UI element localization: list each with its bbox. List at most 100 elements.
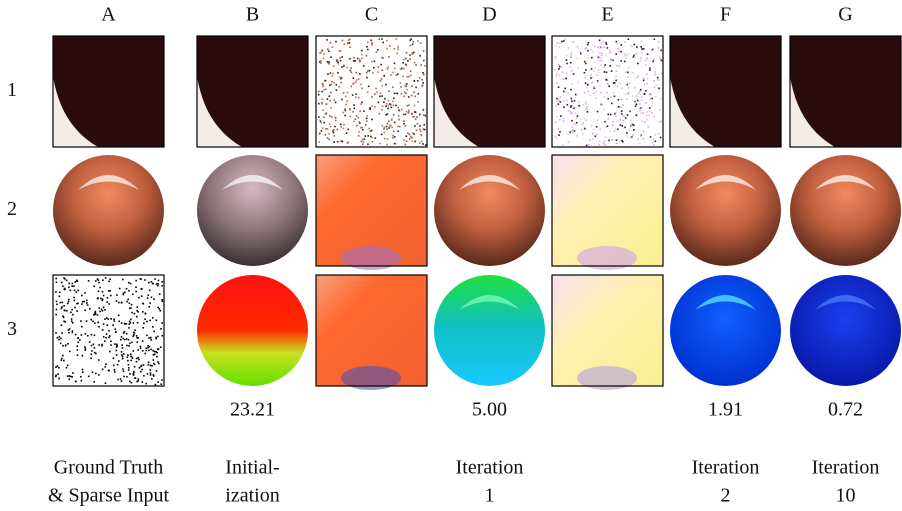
dot xyxy=(359,111,361,113)
dot xyxy=(640,89,642,91)
dot xyxy=(587,44,589,46)
dot xyxy=(322,86,324,88)
dot xyxy=(151,297,153,299)
dot xyxy=(345,110,347,112)
dot xyxy=(126,338,128,340)
dot xyxy=(91,345,93,347)
dot xyxy=(77,349,79,351)
dot xyxy=(328,50,330,52)
dot xyxy=(361,88,363,90)
dot xyxy=(411,95,413,97)
dot xyxy=(329,85,331,87)
dot xyxy=(333,82,335,84)
dot xyxy=(361,102,363,104)
dot xyxy=(591,125,593,127)
caption: 2 xyxy=(721,485,731,507)
dot xyxy=(410,38,412,40)
dot xyxy=(64,288,66,290)
dot xyxy=(615,53,617,55)
dot xyxy=(76,303,78,305)
dot xyxy=(605,120,607,122)
dot xyxy=(587,84,589,86)
dot xyxy=(382,57,384,59)
dot xyxy=(640,57,642,59)
dot xyxy=(86,300,88,302)
dot xyxy=(637,138,639,140)
dot xyxy=(611,103,613,105)
dot xyxy=(83,301,85,303)
dot xyxy=(150,339,152,341)
dot xyxy=(592,138,594,140)
dot xyxy=(327,73,329,75)
dot xyxy=(576,122,578,124)
dot xyxy=(607,114,609,116)
dot xyxy=(81,303,83,305)
dot xyxy=(380,64,382,66)
dot xyxy=(589,140,591,142)
dot xyxy=(657,47,659,49)
dot xyxy=(123,376,125,378)
dot xyxy=(649,107,651,109)
dot xyxy=(100,298,102,300)
dot xyxy=(69,375,71,377)
dot xyxy=(366,118,368,120)
dot xyxy=(338,86,340,88)
dot xyxy=(556,75,558,77)
dot xyxy=(320,62,322,64)
dot xyxy=(393,114,395,116)
dot xyxy=(127,354,129,356)
dot xyxy=(104,309,106,311)
dot xyxy=(128,364,130,366)
dot xyxy=(377,71,379,73)
dot xyxy=(352,111,354,113)
dot xyxy=(387,66,389,68)
dot xyxy=(609,52,611,54)
dot xyxy=(318,94,320,96)
dot xyxy=(67,365,69,367)
dot xyxy=(339,57,341,59)
dot xyxy=(346,132,348,134)
dot xyxy=(641,52,643,54)
dot xyxy=(607,98,609,100)
dot xyxy=(570,62,572,64)
dot xyxy=(62,285,64,287)
dot xyxy=(105,337,107,339)
dot xyxy=(397,93,399,95)
dot xyxy=(350,86,352,88)
dot xyxy=(422,143,424,145)
dot xyxy=(415,119,417,121)
dot xyxy=(573,41,575,43)
dot xyxy=(124,323,126,325)
dot xyxy=(660,121,662,123)
dot xyxy=(141,369,143,371)
dot xyxy=(157,336,159,338)
dot xyxy=(385,105,387,107)
dot xyxy=(599,144,601,146)
dot xyxy=(353,104,355,106)
dot xyxy=(353,77,355,79)
dot xyxy=(152,326,154,328)
dot xyxy=(142,311,144,313)
dot xyxy=(93,285,95,287)
dot xyxy=(374,93,376,95)
dot xyxy=(600,64,602,66)
dot xyxy=(597,80,599,82)
dot xyxy=(379,96,381,98)
dot xyxy=(555,122,557,124)
dot xyxy=(123,370,125,372)
dot xyxy=(370,39,372,41)
dot xyxy=(152,283,154,285)
dot xyxy=(658,133,660,135)
dot xyxy=(607,84,609,86)
dot xyxy=(615,128,617,130)
dot xyxy=(601,60,603,62)
dot xyxy=(393,98,395,100)
dot xyxy=(420,42,422,44)
dot xyxy=(134,329,136,331)
dot xyxy=(343,128,345,130)
dot xyxy=(353,60,355,62)
dot xyxy=(615,80,617,82)
dot xyxy=(573,73,575,75)
dot xyxy=(645,102,647,104)
dot xyxy=(64,309,66,311)
